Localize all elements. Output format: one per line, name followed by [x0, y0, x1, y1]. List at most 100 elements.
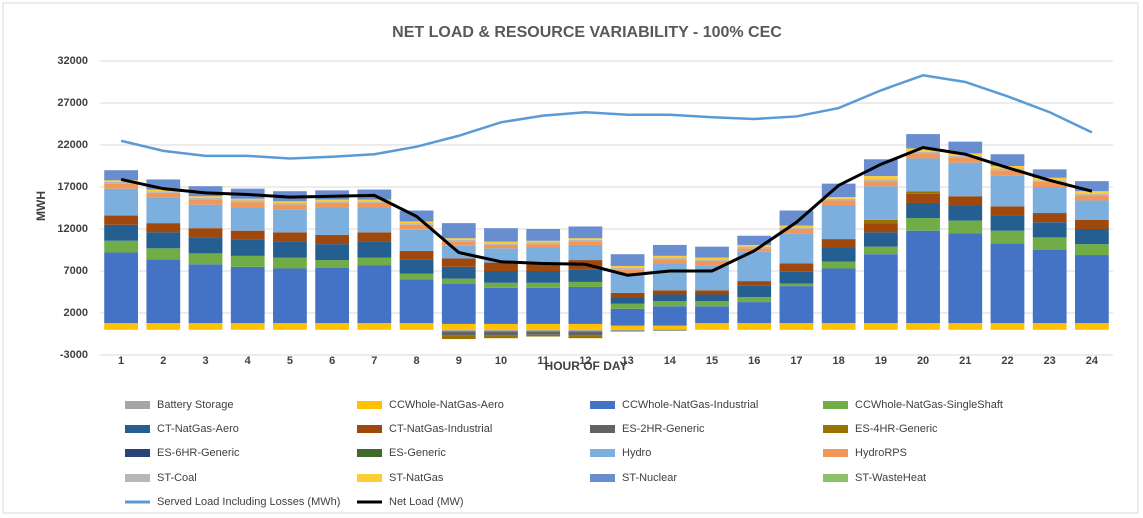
- legend-label: ES-Generic: [389, 447, 446, 459]
- bar-segment: [863, 176, 898, 180]
- bar-segment: [441, 278, 476, 284]
- bar-segment: [695, 290, 729, 295]
- bar-segment: [188, 323, 223, 330]
- bar-segment: [315, 260, 350, 268]
- legend-label: Net Load (MW): [389, 496, 464, 508]
- bar-segment: [399, 223, 434, 225]
- bar-segment: [568, 329, 603, 332]
- bar-segment: [990, 170, 1025, 176]
- bar-segment: [104, 240, 138, 253]
- bar-segment: [990, 168, 1025, 171]
- bar-segment: [737, 235, 772, 245]
- bar-segment: [568, 323, 603, 330]
- bar-segment: [188, 237, 223, 254]
- bar-segment: [737, 285, 772, 298]
- bar-segment: [906, 151, 940, 154]
- bar-segment: [863, 254, 898, 324]
- line-series: [120, 145, 1093, 277]
- bar-segment: [1032, 222, 1067, 238]
- bar-segment: [273, 209, 307, 233]
- y-tick-label: 22000: [57, 139, 88, 151]
- bar-segment: [104, 188, 138, 216]
- bar-segment: [695, 260, 729, 266]
- y-tick-label: 17000: [57, 181, 88, 193]
- bar-segment: [906, 191, 940, 194]
- bar-segment: [188, 228, 223, 238]
- bar-segment: [104, 170, 138, 181]
- bar-segment: [357, 323, 392, 330]
- bar-segment: [695, 259, 729, 261]
- bar-segment: [652, 301, 687, 307]
- bar-segment: [568, 244, 603, 261]
- bar-segment: [441, 323, 476, 330]
- legend-swatch: [125, 449, 150, 457]
- bar-segment: [230, 239, 265, 256]
- legend-swatch: [357, 449, 382, 457]
- bar-segment: [230, 255, 265, 267]
- bar-segment: [484, 287, 518, 324]
- bar-segment: [737, 246, 772, 249]
- bar-segment: [188, 196, 223, 198]
- x-tick-label: 15: [706, 355, 718, 367]
- bar-segment: [863, 246, 898, 255]
- x-tick-label: 22: [1001, 355, 1013, 367]
- bar-segment: [948, 157, 983, 163]
- bar-segment: [1032, 213, 1067, 223]
- bar-segment: [948, 233, 983, 324]
- bar-segment: [188, 204, 223, 229]
- legend-swatch: [590, 449, 615, 457]
- bar-segment: [948, 205, 983, 221]
- bar-segment: [484, 335, 518, 339]
- bar-segment: [188, 199, 223, 205]
- bar-segment: [863, 181, 898, 187]
- bar-segment: [779, 283, 814, 287]
- bar-segment: [695, 306, 729, 324]
- bar-segment: [737, 302, 772, 324]
- bar-segment: [357, 257, 392, 266]
- bar-segment: [737, 281, 772, 286]
- bar-segment: [948, 141, 983, 154]
- legend-swatch: [590, 425, 615, 433]
- x-tick-label: 7: [371, 355, 377, 367]
- legend-swatch: [590, 401, 615, 409]
- bar-segment: [652, 306, 687, 326]
- legend-swatch: [823, 425, 848, 433]
- bar-segment: [779, 286, 814, 324]
- legend-label: Hydro: [622, 447, 651, 459]
- bar-segment: [441, 266, 476, 279]
- legend-swatch: [357, 474, 382, 482]
- bar-segment: [821, 268, 856, 324]
- x-tick-label: 16: [748, 355, 760, 367]
- chart-title: NET LOAD & RESOURCE VARIABILITY - 100% C…: [392, 24, 782, 41]
- bar-segment: [146, 191, 181, 193]
- legend-label: CCWhole-NatGas-Aero: [389, 399, 504, 411]
- bar-segment: [1075, 229, 1109, 245]
- bar-segment: [1075, 191, 1109, 194]
- bar-segment: [906, 218, 940, 231]
- bar-segment: [188, 253, 223, 265]
- bar-segment: [146, 323, 181, 330]
- bar-segment: [399, 279, 434, 324]
- bar-segment: [399, 273, 434, 280]
- bar-segment: [526, 271, 561, 283]
- bar-segment: [863, 186, 898, 220]
- bar-segment: [526, 323, 561, 330]
- legend-label: Battery Storage: [157, 399, 233, 411]
- bar-segment: [821, 261, 856, 269]
- bar-segment: [779, 229, 814, 234]
- bar-segment: [188, 264, 223, 324]
- bar-segment: [315, 202, 350, 208]
- legend-label: ES-2HR-Generic: [622, 423, 705, 435]
- bar-segment: [104, 323, 138, 330]
- bar-segment: [906, 148, 940, 152]
- bar-segment: [273, 257, 307, 269]
- bar-segment: [863, 223, 898, 233]
- bar-segment: [652, 263, 687, 291]
- bar-segment: [652, 329, 687, 331]
- x-tick-label: 6: [329, 355, 335, 367]
- bar-segment: [610, 325, 645, 330]
- bar-segment: [863, 219, 898, 224]
- bar-segment: [990, 230, 1025, 244]
- bar-segment: [146, 179, 181, 190]
- bar-segment: [906, 202, 940, 219]
